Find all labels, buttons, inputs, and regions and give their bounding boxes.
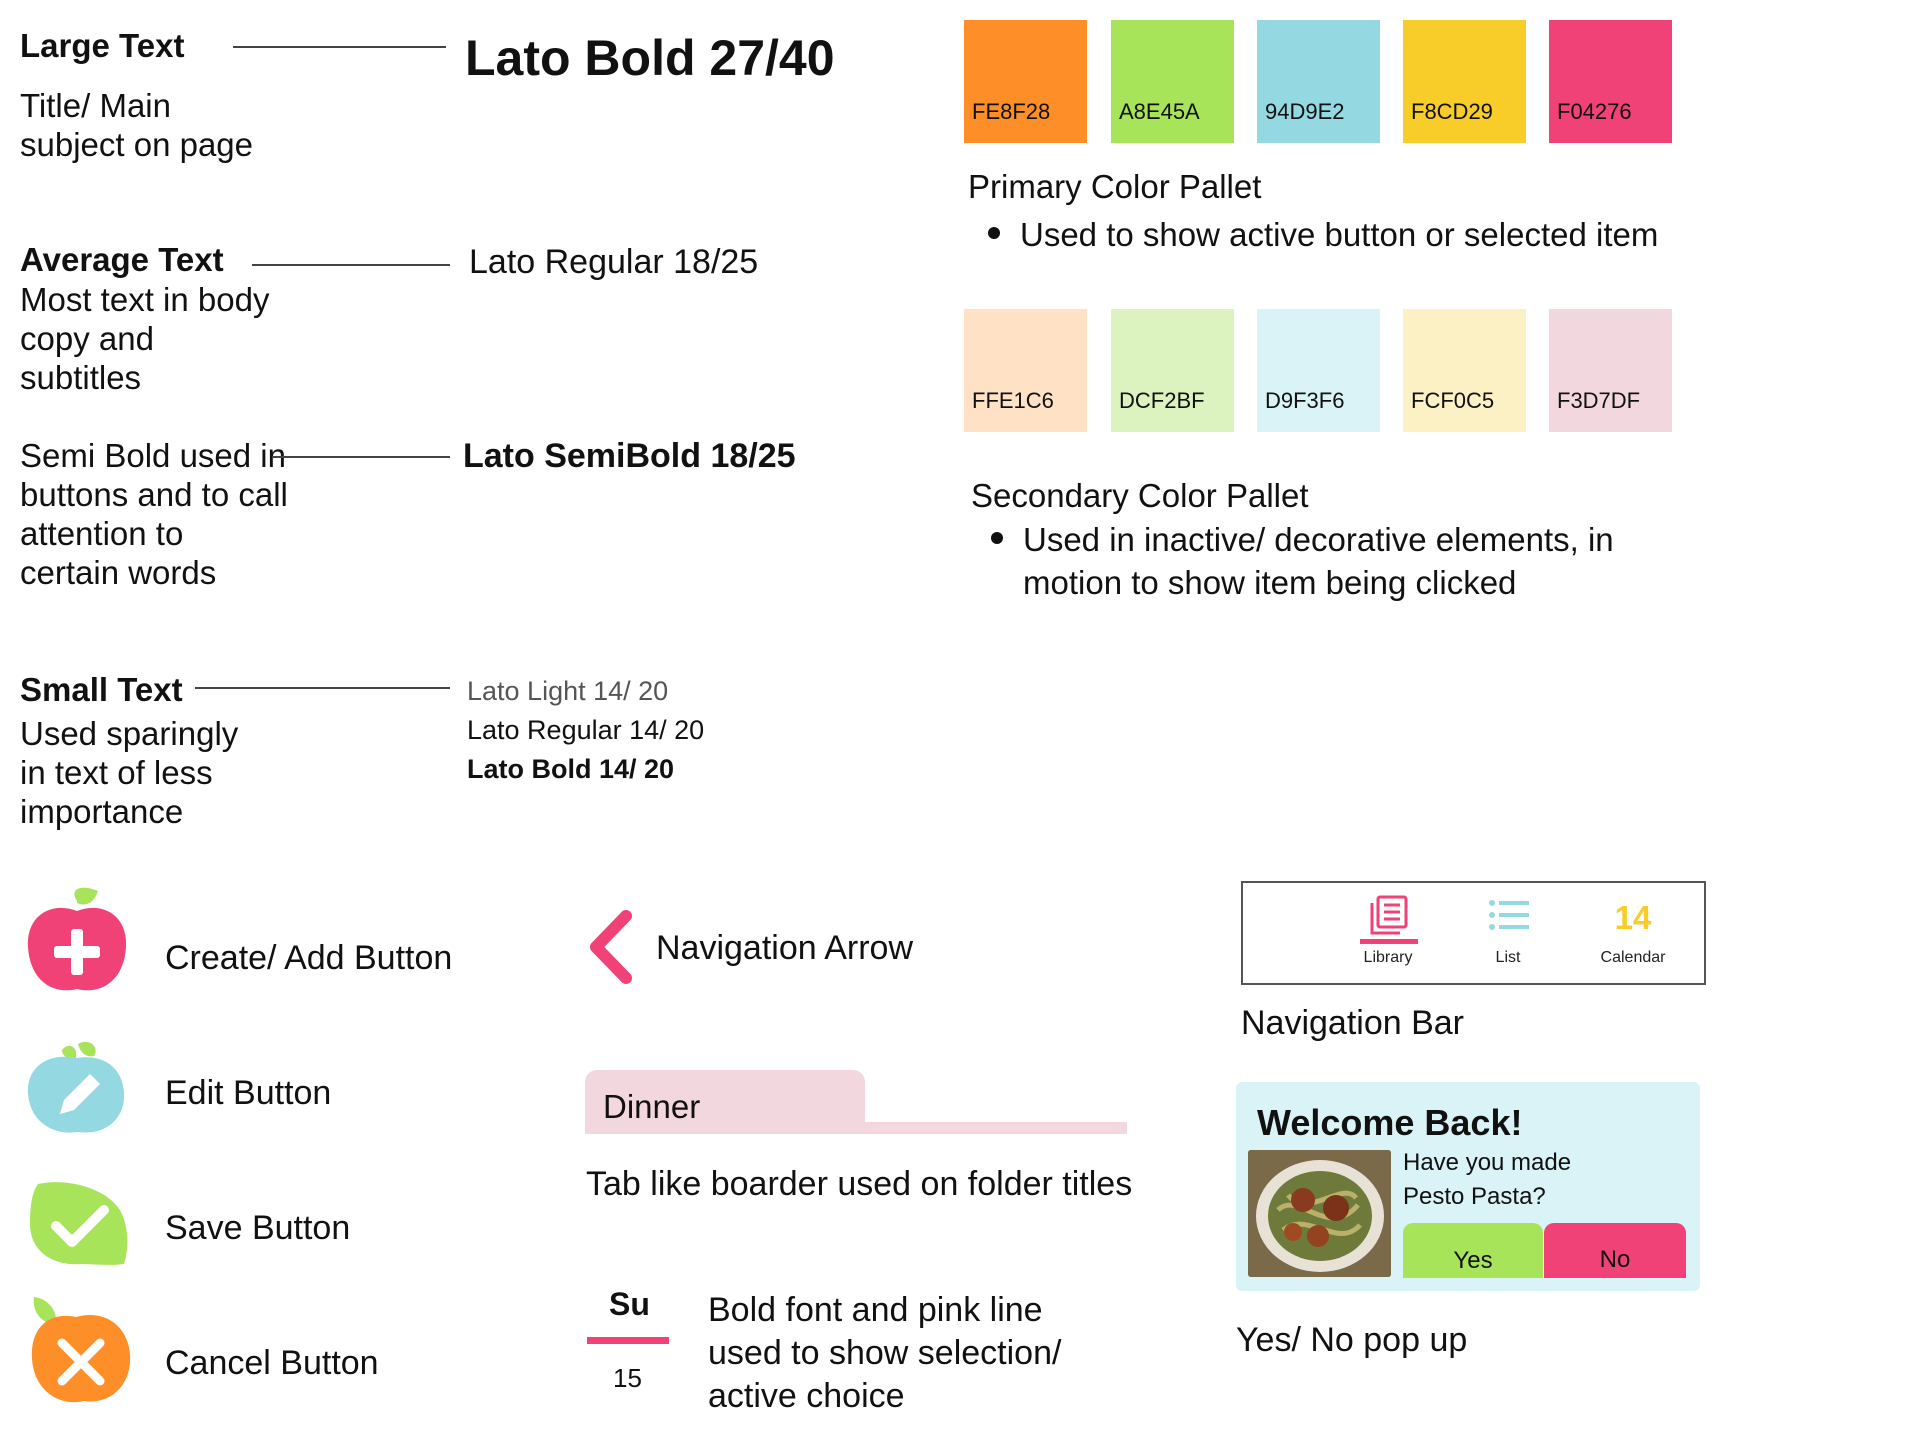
secondary-swatch: FFE1C6 <box>964 309 1087 432</box>
primary-palette-heading: Primary Color Pallet <box>968 168 1262 205</box>
tab-border-strip <box>585 1122 1127 1134</box>
semibold-text-desc: Semi Bold used in buttons and to call at… <box>20 437 288 591</box>
cancel-button-label: Cancel Button <box>165 1344 379 1382</box>
semibold-text-spec: Lato SemiBold 18/25 <box>463 437 796 475</box>
list-icon <box>1489 900 1529 930</box>
secondary-palette-bullet: Used in inactive/ decorative elements, i… <box>991 518 1614 561</box>
secondary-swatch-hex: DCF2BF <box>1119 388 1205 413</box>
navigation-bar: Library List 14 Calendar <box>1241 881 1706 985</box>
connector-line <box>195 687 450 689</box>
tab-label: Dinner <box>603 1088 701 1125</box>
secondary-swatch-hex: D9F3F6 <box>1265 388 1345 413</box>
secondary-swatch-hex: FFE1C6 <box>972 388 1054 413</box>
selection-caption-line3: active choice <box>708 1377 905 1415</box>
nav-item-list[interactable]: List <box>1458 883 1558 983</box>
primary-swatch-hex: FE8F28 <box>972 99 1051 124</box>
primary-swatch-hex: F04276 <box>1557 99 1632 124</box>
connector-line <box>252 264 450 266</box>
selection-caption-line1: Bold font and pink line <box>708 1291 1043 1329</box>
library-icon <box>1370 895 1408 935</box>
primary-swatch-hex: F8CD29 <box>1411 99 1493 124</box>
secondary-swatch-hex: F3D7DF <box>1557 388 1641 413</box>
nav-item-calendar[interactable]: 14 Calendar <box>1583 883 1683 983</box>
x-orange-icon <box>31 1297 131 1403</box>
edit-button-label: Edit Button <box>165 1074 332 1112</box>
secondary-swatch: D9F3F6 <box>1257 309 1380 432</box>
small-text-spec-regular: Lato Regular 14/ 20 <box>467 715 705 745</box>
day-label: Su <box>609 1286 650 1322</box>
primary-swatch: F04276 <box>1549 20 1672 143</box>
check-lime-icon <box>30 1182 128 1265</box>
average-text-spec: Lato Regular 18/25 <box>469 243 759 281</box>
edit-button[interactable] <box>22 1040 132 1140</box>
connector-line <box>272 456 450 458</box>
connector-line <box>233 46 446 48</box>
no-button[interactable]: No <box>1544 1223 1686 1278</box>
chevron-left-icon <box>590 910 632 984</box>
save-button[interactable] <box>24 1180 134 1270</box>
nav-item-library[interactable]: Library <box>1338 883 1438 983</box>
tab-caption: Tab like boarder used on folder titles <box>586 1165 1133 1203</box>
primary-swatch: F8CD29 <box>1403 20 1526 143</box>
small-text-title: Small Text <box>20 671 183 708</box>
save-button-label: Save Button <box>165 1209 351 1247</box>
secondary-palette-bullet-line1: Used in inactive/ decorative elements, i… <box>1023 521 1614 558</box>
popup-title: Welcome Back! <box>1257 1102 1523 1143</box>
navigation-arrow[interactable] <box>586 910 636 985</box>
average-text-title: Average Text <box>20 241 224 278</box>
yes-no-popup: Welcome Back! Have you made Pesto Pasta?… <box>1236 1082 1700 1291</box>
bullet-dot <box>991 532 1003 545</box>
selection-line <box>587 1337 669 1344</box>
create-button[interactable] <box>22 885 132 1000</box>
nav-label-calendar: Calendar <box>1600 949 1666 966</box>
average-text-desc: Most text in body copy and subtitles <box>20 281 270 396</box>
secondary-swatch: DCF2BF <box>1111 309 1234 432</box>
primary-palette-bullet-text: Used to show active button or selected i… <box>1020 216 1659 253</box>
pencil-berry-icon <box>27 1041 125 1133</box>
nav-label-list: List <box>1495 949 1521 966</box>
secondary-palette-bullet-line2: motion to show item being clicked <box>1023 564 1517 601</box>
plus-apple-icon <box>27 887 127 991</box>
calendar-icon: 14 <box>1614 899 1652 936</box>
primary-swatch: A8E45A <box>1111 20 1234 143</box>
large-text-title: Large Text <box>20 27 185 64</box>
popup-question-line1: Have you made <box>1403 1149 1572 1176</box>
primary-swatch-hex: A8E45A <box>1119 99 1200 124</box>
navbar-caption: Navigation Bar <box>1241 1004 1465 1042</box>
primary-swatch: FE8F28 <box>964 20 1087 143</box>
secondary-swatch: F3D7DF <box>1549 309 1672 432</box>
bullet-dot <box>988 227 1000 240</box>
secondary-swatch-hex: FCF0C5 <box>1411 388 1495 413</box>
primary-swatch: 94D9E2 <box>1257 20 1380 143</box>
pesto-pasta-image <box>1248 1150 1391 1277</box>
food-photo <box>1248 1150 1391 1277</box>
primary-palette-bullet: Used to show active button or selected i… <box>988 213 1658 256</box>
create-button-label: Create/ Add Button <box>165 939 453 977</box>
cancel-button[interactable] <box>26 1295 136 1410</box>
small-text-desc: Used sparingly in text of less importanc… <box>20 715 239 830</box>
secondary-palette-bullet-cont: motion to show item being clicked <box>1023 561 1516 604</box>
date-label: 15 <box>613 1363 642 1393</box>
active-indicator <box>1360 939 1418 944</box>
secondary-swatch: FCF0C5 <box>1403 309 1526 432</box>
large-text-desc: Title/ Main subject on page <box>20 87 254 163</box>
popup-caption: Yes/ No pop up <box>1236 1321 1468 1359</box>
popup-question-line2: Pesto Pasta? <box>1403 1183 1546 1210</box>
day-selector[interactable]: Su 15 <box>587 1285 669 1400</box>
large-text-spec: Lato Bold 27/40 <box>465 30 835 86</box>
navigation-arrow-label: Navigation Arrow <box>656 929 914 967</box>
primary-swatch-hex: 94D9E2 <box>1265 99 1345 124</box>
small-text-spec-light: Lato Light 14/ 20 <box>467 676 669 706</box>
folder-tab[interactable]: Dinner <box>585 1070 1127 1136</box>
nav-label-library: Library <box>1363 949 1413 966</box>
small-text-spec-bold: Lato Bold 14/ 20 <box>467 754 675 784</box>
yes-button[interactable]: Yes <box>1403 1223 1543 1278</box>
selection-caption-line2: used to show selection/ <box>708 1334 1062 1372</box>
secondary-palette-heading: Secondary Color Pallet <box>971 477 1309 514</box>
